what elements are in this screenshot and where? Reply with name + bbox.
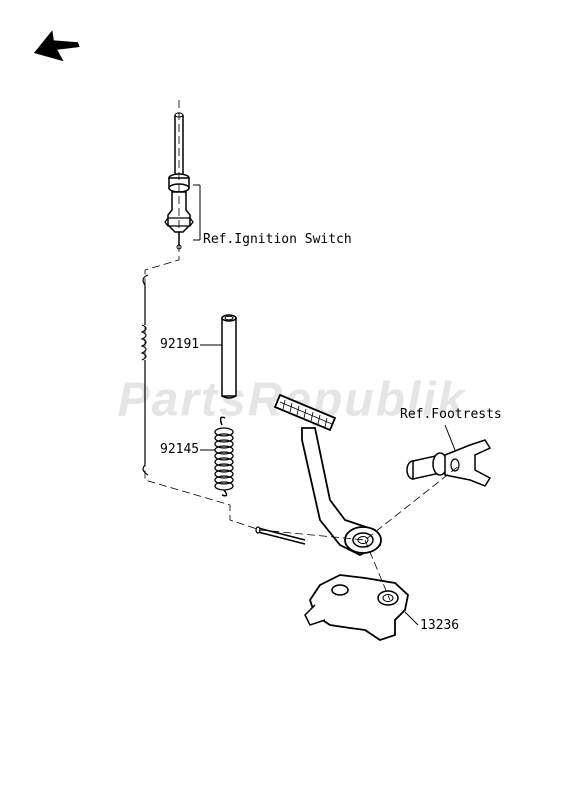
footrest-part	[407, 425, 490, 486]
ignition-switch-part	[165, 113, 200, 249]
ref-ignition-label: Ref.Ignition Switch	[203, 232, 352, 247]
part-13236-label: 13236	[420, 618, 459, 633]
ref-footrests-label: Ref.Footrests	[400, 407, 502, 422]
brake-pedal-part	[256, 395, 381, 555]
part-92145-label: 92145	[160, 442, 199, 457]
diagram-svg	[0, 0, 584, 800]
lever-13236-part	[305, 575, 418, 640]
spring-92145-part	[200, 417, 233, 496]
parts-diagram: PartsRepublik	[0, 0, 584, 800]
part-92191-label: 92191	[160, 337, 199, 352]
tube-92191-part	[200, 315, 236, 398]
